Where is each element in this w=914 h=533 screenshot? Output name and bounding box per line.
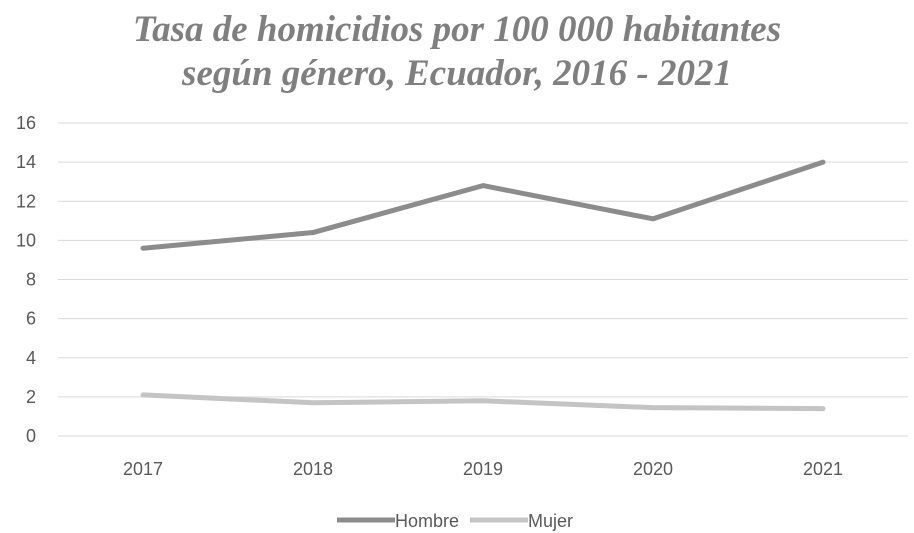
- x-tick-label: 2019: [463, 459, 503, 479]
- legend-label-mujer: Mujer: [528, 511, 573, 531]
- x-tick-label: 2021: [803, 459, 843, 479]
- data-point-mujer: [312, 402, 314, 404]
- series-line-hombre: [140, 159, 826, 251]
- y-tick-label: 12: [16, 191, 36, 211]
- y-tick-label: 2: [26, 387, 36, 407]
- x-tick-label: 2017: [123, 459, 163, 479]
- data-point-hombre: [822, 161, 824, 163]
- data-point-mujer: [652, 407, 654, 409]
- data-point-mujer: [822, 408, 824, 410]
- y-tick-label: 8: [26, 270, 36, 290]
- chart-title-line-2: según género, Ecuador, 2016 - 2021: [182, 53, 732, 94]
- x-tick-label: 2020: [633, 459, 673, 479]
- chart-title: Tasa de homicidios por 100 000 habitante…: [0, 8, 914, 96]
- legend-label-hombre: Hombre: [395, 511, 459, 531]
- legend: Hombre Mujer: [337, 511, 573, 531]
- data-point-mujer: [482, 400, 484, 402]
- y-tick-label: 16: [16, 113, 36, 133]
- y-tick-label: 6: [26, 309, 36, 329]
- series-lines: [140, 159, 826, 412]
- chart-title-line-1: Tasa de homicidios por 100 000 habitante…: [132, 9, 782, 50]
- y-tick-label: 4: [26, 348, 36, 368]
- data-point-hombre: [142, 247, 144, 249]
- data-point-hombre: [482, 185, 484, 187]
- gridlines: [58, 122, 908, 437]
- x-tick-label: 2018: [293, 459, 333, 479]
- y-tick-label: 10: [16, 230, 36, 250]
- data-point-mujer: [142, 394, 144, 396]
- y-axis: 0 2 4 6 8 10 12 14 16: [16, 113, 36, 446]
- x-axis: 2017 2018 2019 2020 2021: [123, 459, 843, 479]
- data-point-hombre: [652, 218, 654, 220]
- y-tick-label: 0: [26, 426, 36, 446]
- y-tick-label: 14: [16, 152, 36, 172]
- data-point-hombre: [312, 232, 314, 234]
